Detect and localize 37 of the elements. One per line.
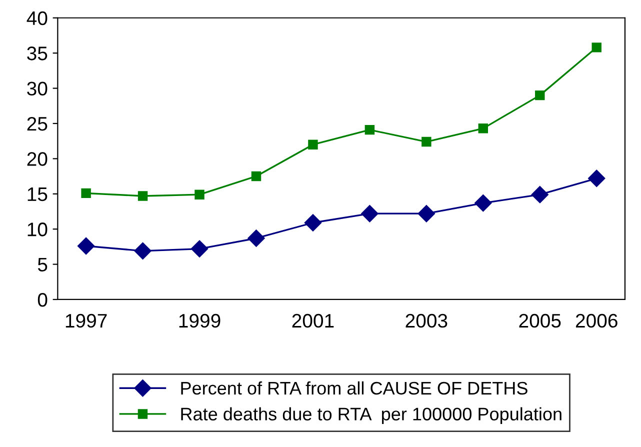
point bbox=[190, 240, 208, 258]
point bbox=[308, 140, 318, 150]
y-tick-label: 40 bbox=[26, 11, 48, 26]
point bbox=[248, 230, 265, 247]
point bbox=[361, 205, 378, 222]
y-tick-label: 15 bbox=[28, 188, 48, 202]
y-tick-label: 10 bbox=[28, 222, 48, 236]
point bbox=[78, 237, 95, 255]
point bbox=[474, 194, 492, 212]
point bbox=[478, 124, 488, 134]
legend-label: Percent of RTA from all CAUSE OF DETHS bbox=[181, 381, 528, 395]
y-tick-label: 35 bbox=[27, 46, 48, 60]
x-tick-label: 1999 bbox=[179, 314, 220, 328]
x-tick-label: 2005 bbox=[519, 314, 561, 328]
point bbox=[535, 90, 545, 100]
point bbox=[304, 214, 322, 232]
point bbox=[422, 136, 432, 147]
point bbox=[531, 186, 548, 204]
x-tick-label: 2006 bbox=[576, 314, 618, 328]
point bbox=[81, 188, 91, 198]
y-tick-label: 30 bbox=[27, 82, 48, 96]
legend-label: Rate deaths due to RTA per 100000 Population bbox=[181, 407, 562, 424]
point bbox=[592, 42, 602, 52]
point bbox=[194, 190, 204, 200]
point bbox=[588, 170, 606, 187]
x-tick-label: 2001 bbox=[292, 314, 334, 328]
point bbox=[134, 242, 152, 260]
y-tick-label: 20 bbox=[27, 152, 48, 166]
y-tick-label: 5 bbox=[38, 258, 48, 272]
point bbox=[418, 205, 435, 222]
x-tick-label: 2003 bbox=[406, 314, 448, 328]
point bbox=[364, 124, 375, 135]
point bbox=[251, 171, 262, 182]
y-tick-label: 0 bbox=[38, 292, 48, 307]
point bbox=[138, 191, 148, 201]
x-tick-label: 1997 bbox=[66, 314, 107, 328]
y-tick-label: 25 bbox=[27, 116, 48, 131]
